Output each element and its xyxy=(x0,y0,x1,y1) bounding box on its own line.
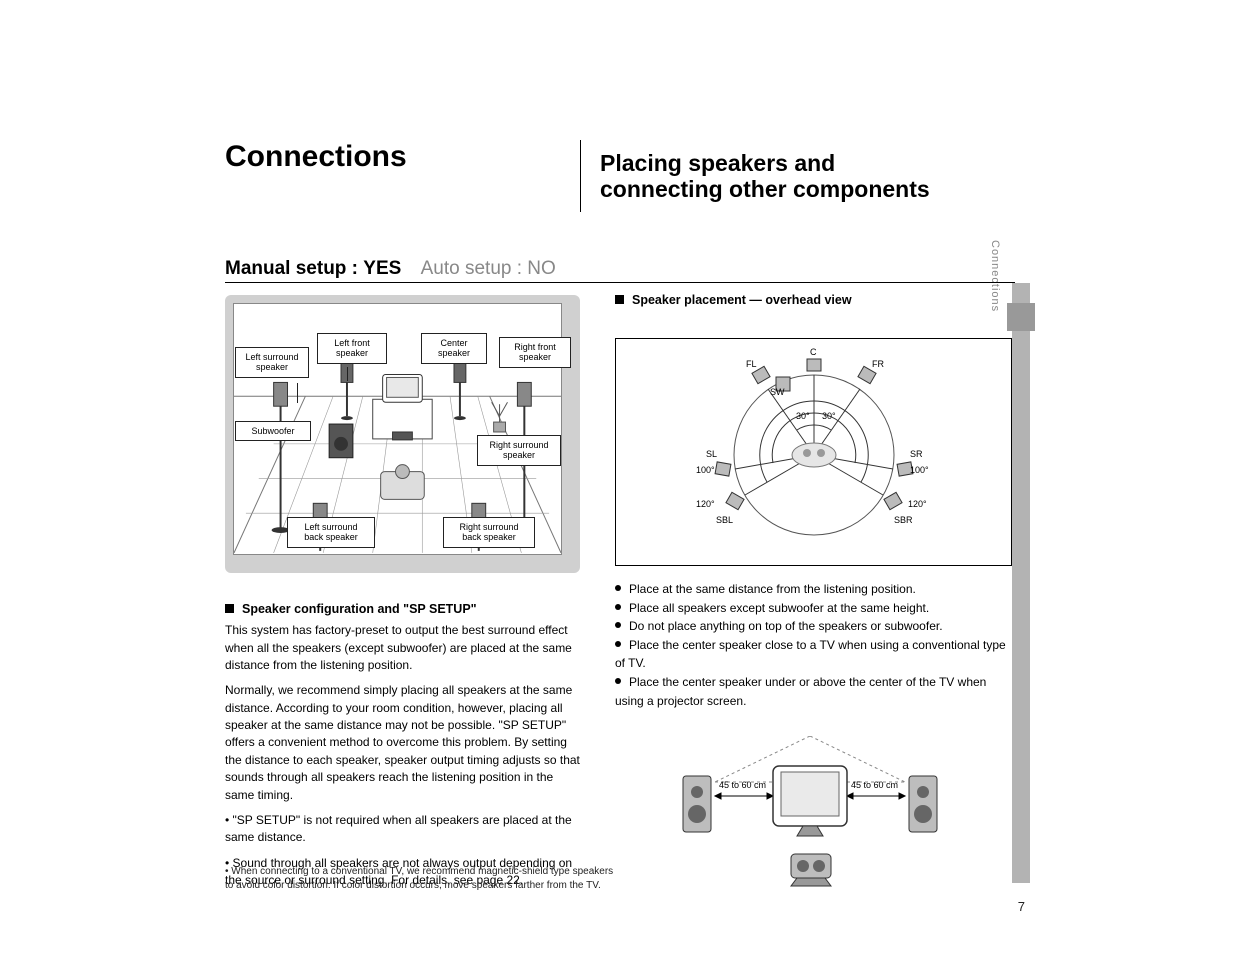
subtitle-line2: connecting other components xyxy=(600,176,930,202)
bullet-square-icon xyxy=(615,295,624,304)
svg-text:SW: SW xyxy=(770,387,785,397)
tv-distance-figure: 45 to 60 cm 45 to 60 cm xyxy=(655,736,965,916)
svg-text:100°: 100° xyxy=(696,465,715,475)
bullet-2: Place all speakers except subwoofer at t… xyxy=(615,599,1010,618)
footnote: • When connecting to a conventional TV, … xyxy=(225,865,615,893)
sidebar-label: Connections xyxy=(985,240,1001,312)
callout-surround-r: Right surroundspeaker xyxy=(477,435,561,466)
section-subtitle: Placing speakers and connecting other co… xyxy=(600,150,930,203)
left-para-2: Normally, we recommend simply placing al… xyxy=(225,682,580,804)
callout-sb-r: Right surroundback speaker xyxy=(443,517,535,548)
section-tab xyxy=(1007,303,1035,331)
svg-text:30°: 30° xyxy=(796,411,810,421)
room-illustration: Left surroundspeaker Left frontspeaker C… xyxy=(225,295,580,573)
page: Connections 7 Connections Placing speake… xyxy=(0,0,1235,954)
leader xyxy=(297,383,298,403)
bullet-dot-icon xyxy=(615,622,621,628)
bullet-3: Do not place anything on top of the spea… xyxy=(615,617,1010,636)
manual-yes: YES xyxy=(363,258,401,279)
svg-text:FL: FL xyxy=(746,359,757,369)
title-divider xyxy=(580,140,581,212)
svg-text:120°: 120° xyxy=(908,499,927,509)
svg-text:45 to 60 cm: 45 to 60 cm xyxy=(851,780,898,790)
header-rule xyxy=(225,282,1015,283)
bullet-4: Place the center speaker close to a TV w… xyxy=(615,636,1010,673)
callout-center: Centerspeaker xyxy=(421,333,487,364)
callout-sb-l: Left surroundback speaker xyxy=(287,517,375,548)
left-para-1: This system has factory-preset to output… xyxy=(225,622,580,674)
callout-surround-r-mirror: Subwoofer xyxy=(235,421,311,441)
left-subhead: Speaker configuration and "SP SETUP" xyxy=(242,602,477,616)
svg-text:SBL: SBL xyxy=(716,515,733,525)
svg-text:100°: 100° xyxy=(910,465,929,475)
right-subhead-text: Speaker placement — overhead view xyxy=(632,293,852,307)
callout-front-r: Right frontspeaker xyxy=(499,337,571,368)
svg-text:30°: 30° xyxy=(822,411,836,421)
section-title: Connections xyxy=(225,140,407,173)
bullet-5: Place the center speaker under or above … xyxy=(615,673,1010,710)
right-subhead: Speaker placement — overhead view xyxy=(615,293,852,307)
bullet-dot-icon xyxy=(615,585,621,591)
bullet-dot-icon xyxy=(615,604,621,610)
svg-text:120°: 120° xyxy=(696,499,715,509)
tv-svg: 45 to 60 cm 45 to 60 cm xyxy=(655,736,965,916)
angle-diagram: 30° 30° 100° 100° 120° 120° C FL FR SL S… xyxy=(615,338,1012,566)
bullet-dot-icon xyxy=(615,678,621,684)
callout-front-l: Left frontspeaker xyxy=(317,333,387,364)
callout-surround-l: Left surroundspeaker xyxy=(235,347,309,378)
svg-text:SL: SL xyxy=(706,449,717,459)
subtitle-line1: Placing speakers and xyxy=(600,150,835,176)
bullet-square-icon xyxy=(225,604,234,613)
auto-no: Auto setup : NO xyxy=(421,258,556,279)
left-para-3: • "SP SETUP" is not required when all sp… xyxy=(225,812,580,847)
svg-text:C: C xyxy=(810,347,817,357)
svg-text:SBR: SBR xyxy=(894,515,913,525)
angle-svg: 30° 30° 100° 100° 120° 120° C FL FR SL S… xyxy=(616,339,1011,565)
left-text-column: Speaker configuration and "SP SETUP" Thi… xyxy=(225,600,580,898)
manual-lead: Manual setup : xyxy=(225,258,358,279)
bullet-1: Place at the same distance from the list… xyxy=(615,580,1010,599)
svg-text:45 to 60 cm: 45 to 60 cm xyxy=(719,780,766,790)
section-sidebar xyxy=(1012,283,1030,883)
svg-text:FR: FR xyxy=(872,359,884,369)
svg-text:SR: SR xyxy=(910,449,923,459)
page-number: 7 xyxy=(1018,899,1025,914)
setup-mode-row: Manual setup : YES Auto setup : NO xyxy=(225,258,556,280)
leader xyxy=(347,367,348,381)
right-bullets: Place at the same distance from the list… xyxy=(615,580,1010,710)
bullet-dot-icon xyxy=(615,641,621,647)
